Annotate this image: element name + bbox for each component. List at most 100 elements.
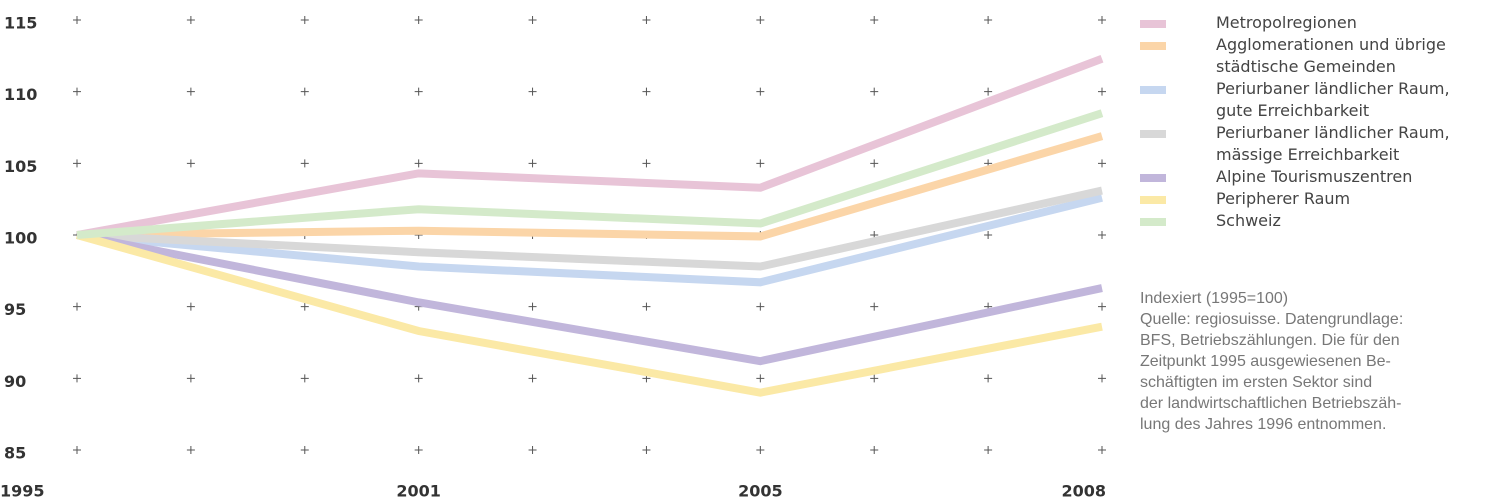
grid-row: [73, 302, 1106, 311]
legend-swatch: [1140, 86, 1166, 94]
grid-plus: [984, 446, 993, 454]
legend-item: Schweiz: [1140, 210, 1493, 232]
grid-plus: [756, 302, 765, 311]
grid-plus: [186, 446, 195, 454]
note-line: Quelle: regiosuisse. Datengrundlage:: [1140, 311, 1404, 328]
x-tick-label: 2008: [1061, 482, 1106, 501]
legend-label: Alpine Tourismuszentren: [1216, 167, 1413, 186]
series-line: [76, 186, 1103, 271]
legend-label: Agglomerationen und übrige städtische Ge…: [1216, 35, 1446, 76]
grid-plus: [414, 374, 423, 383]
grid-plus: [1098, 87, 1106, 96]
grid-plus: [186, 159, 195, 168]
grid-plus: [984, 87, 993, 96]
y-tick-label: 105: [4, 157, 37, 176]
grid-plus: [73, 159, 81, 168]
grid-plus: [1098, 302, 1106, 311]
series-line: [76, 193, 1103, 287]
y-tick-label: 90: [4, 372, 26, 391]
grid-plus: [73, 87, 81, 96]
grid-plus: [1098, 16, 1106, 24]
grid-row: [73, 16, 1106, 24]
grid-plus: [756, 159, 765, 168]
grid-plus: [300, 87, 309, 96]
legend-label: Metropolregionen: [1216, 13, 1357, 32]
grid-plus: [1098, 159, 1106, 168]
legend-item: Alpine Tourismuszentren: [1140, 166, 1493, 188]
grid-plus: [756, 87, 765, 96]
grid-plus: [414, 87, 423, 96]
note-line: lung des Jahres 1996 entnommen.: [1140, 416, 1387, 433]
grid-plus: [528, 446, 537, 454]
series-line: [76, 231, 1103, 366]
series-line: [75, 231, 1103, 397]
legend-swatch: [1140, 174, 1166, 182]
grid-plus: [300, 302, 309, 311]
note-line: BFS, Betriebszählungen. Die für den: [1140, 332, 1400, 349]
grid-plus: [1098, 446, 1106, 454]
grid-plus: [984, 374, 993, 383]
legend-swatch: [1140, 42, 1166, 50]
grid-plus: [870, 302, 879, 311]
grid-plus: [756, 374, 765, 383]
grid-row: [73, 159, 1106, 168]
grid-plus: [870, 446, 879, 454]
legend-item: Metropolregionen: [1140, 12, 1493, 34]
grid-plus: [642, 87, 651, 96]
grid-plus: [186, 87, 195, 96]
legend-label: Periurbaner ländlicher Raum, mässige Err…: [1216, 123, 1450, 164]
legend-swatch: [1140, 130, 1166, 138]
grid-plus: [73, 446, 81, 454]
grid-plus: [73, 16, 81, 24]
legend-label: Schweiz: [1216, 211, 1281, 230]
grid-plus: [528, 374, 537, 383]
x-tick-label: 2005: [738, 482, 783, 501]
grid-plus: [642, 446, 651, 454]
y-tick-label: 95: [4, 300, 26, 319]
legend-item: Periurbaner ländlicher Raum, gute Erreic…: [1140, 78, 1493, 122]
y-tick-label: 115: [4, 14, 37, 33]
note-line: schäftigten im ersten Sektor sind: [1140, 374, 1373, 391]
grid-plus: [300, 446, 309, 454]
legend-item: Peripherer Raum: [1140, 188, 1493, 210]
grid-plus: [300, 16, 309, 24]
legend-label: Periurbaner ländlicher Raum, gute Erreic…: [1216, 79, 1450, 120]
grid-plus: [414, 446, 423, 454]
grid-plus: [642, 16, 651, 24]
grid-plus: [186, 302, 195, 311]
series-line: [76, 109, 1104, 239]
grid-plus: [186, 16, 195, 24]
grid-row: [73, 374, 1106, 383]
grid-plus: [984, 16, 993, 24]
grid-plus: [870, 374, 879, 383]
grid-plus: [73, 374, 81, 383]
grid-plus: [642, 302, 651, 311]
y-tick-label: 100: [4, 229, 37, 248]
grid-plus: [756, 446, 765, 454]
legend-label: Peripherer Raum: [1216, 189, 1351, 208]
legend-swatch: [1140, 218, 1166, 226]
grid-plus: [528, 159, 537, 168]
grid-plus: [300, 159, 309, 168]
grid-plus: [1098, 374, 1106, 383]
legend-item: Periurbaner ländlicher Raum, mässige Err…: [1140, 122, 1493, 166]
grid-plus: [186, 374, 195, 383]
note-line: Zeitpunkt 1995 ausgewiesenen Be-: [1140, 353, 1391, 370]
legend-swatch: [1140, 20, 1166, 28]
grid-plus: [300, 374, 309, 383]
grid-plus: [1098, 231, 1106, 239]
note-line: der landwirtschaftlichen Betriebszäh-: [1140, 395, 1402, 412]
grid-row: [73, 446, 1106, 454]
grid-plus: [414, 159, 423, 168]
grid-plus: [642, 159, 651, 168]
grid-plus: [528, 87, 537, 96]
grid-plus: [984, 231, 993, 239]
y-tick-label: 110: [4, 85, 37, 104]
grid-plus: [870, 16, 879, 24]
legend-swatch: [1140, 196, 1166, 204]
notes: Indexiert (1995=100) Quelle: regiosuisse.…: [1140, 288, 1403, 435]
x-tick-label: 1995: [0, 482, 45, 501]
note-line: Indexiert (1995=100): [1140, 290, 1289, 307]
grid-plus: [528, 16, 537, 24]
